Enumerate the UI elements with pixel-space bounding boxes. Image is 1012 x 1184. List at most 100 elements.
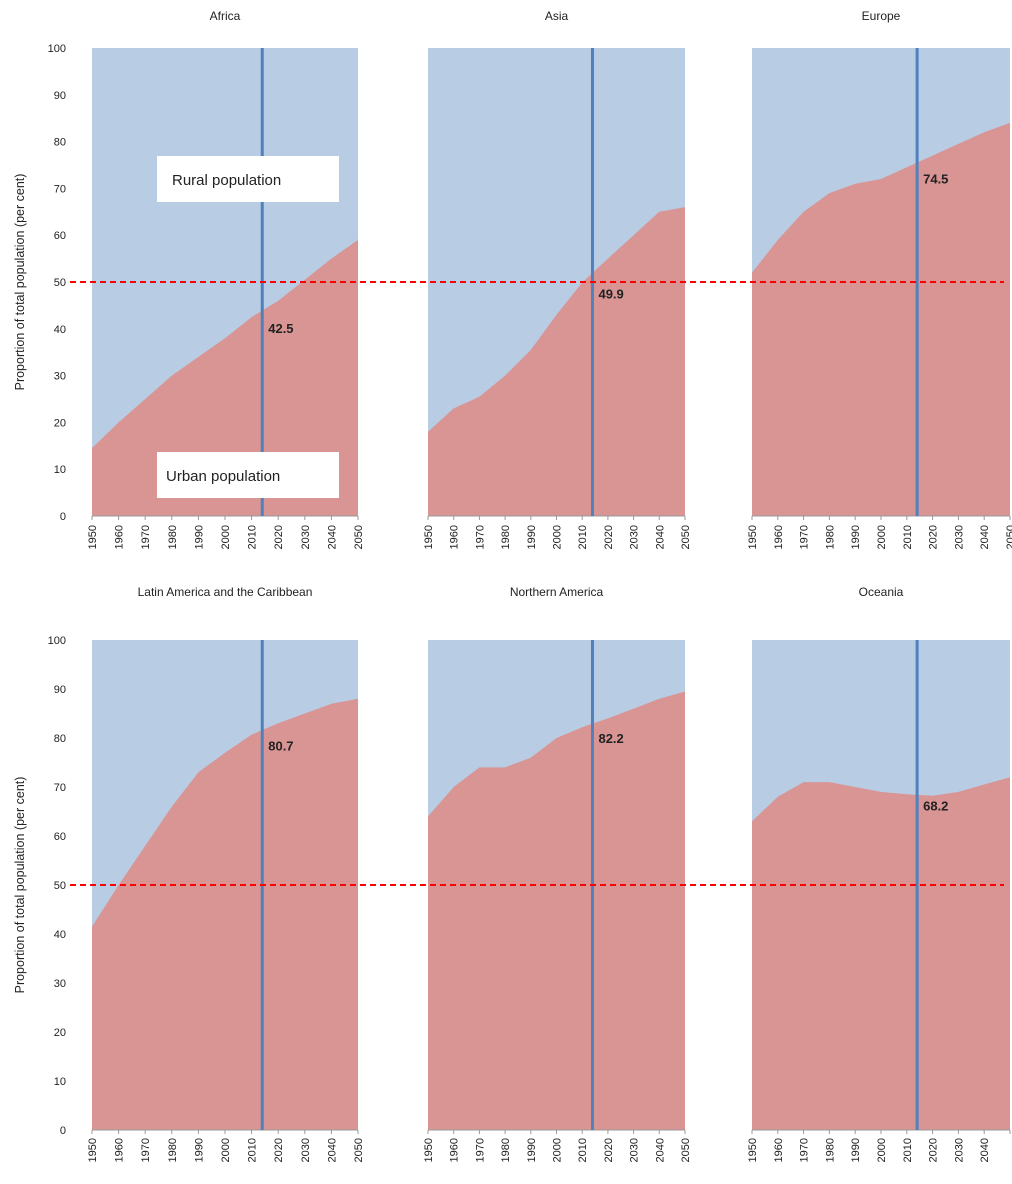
marker-value-label: 74.5	[923, 171, 948, 186]
x-tick-label: 2000	[876, 1138, 888, 1162]
x-tick-label: 2020	[928, 525, 940, 549]
x-tick-label: 1980	[824, 525, 836, 549]
y-axis-label: Proportion of total population (per cent…	[13, 777, 27, 994]
panel-oceania: 1950 1960 1970 1980 1990 2000 2010 2020 2030 2040…	[747, 585, 1011, 1162]
urban-area	[92, 239, 358, 516]
x-tick-label: 1970	[799, 1138, 811, 1162]
urban-area	[752, 777, 1010, 1130]
x-tick-label: 2030	[300, 525, 312, 549]
x-tick-label: 1960	[449, 1138, 461, 1162]
x-tick-label: 1970	[474, 525, 486, 549]
panel-title: Latin America and the Caribbean	[138, 585, 313, 599]
x-tick-label: 2010	[577, 525, 589, 549]
rural-label: Rural population	[172, 172, 281, 189]
x-tick-label: 1970	[140, 525, 152, 549]
marker-value-label: 68.2	[923, 798, 948, 813]
x-tick-label: 2030	[953, 525, 965, 549]
x-tick-label: 2000	[220, 525, 232, 549]
urban-area	[92, 698, 358, 1130]
y-tick-label: 50	[54, 277, 66, 289]
x-tick-label: 2040	[979, 525, 991, 549]
x-tick-label: 1970	[474, 1138, 486, 1162]
y-tick-label: 100	[48, 635, 66, 647]
y-tick-label: 60	[54, 831, 66, 843]
y-tick-label: 90	[54, 684, 66, 696]
x-tick-label: 2040	[654, 525, 666, 549]
x-tick-label: 1980	[167, 1138, 179, 1162]
y-tick-label: 30	[54, 978, 66, 990]
x-tick-label: 1950	[747, 1138, 759, 1162]
x-tick-label: 1950	[423, 1138, 435, 1162]
y-tick-label: 90	[54, 90, 66, 102]
x-tick-label: 2050	[680, 525, 692, 549]
urban-area	[428, 691, 685, 1130]
x-tick-label: 1950	[423, 525, 435, 549]
marker-value-label: 42.5	[268, 321, 293, 336]
y-tick-label: 70	[54, 782, 66, 794]
x-tick-label: 1990	[193, 1138, 205, 1162]
x-tick-label: 2050	[353, 1138, 365, 1162]
panel-northern-america: 1950 1960 1970 1980 1990 2000 2010 2020 2030 2040…	[423, 585, 692, 1162]
x-tick-label: 2010	[902, 1138, 914, 1162]
x-tick-label: 2030	[629, 1138, 641, 1162]
x-tick-label: 2020	[928, 1138, 940, 1162]
urban-area	[752, 122, 1010, 517]
y-tick-label: 10	[54, 464, 66, 476]
x-tick-label: 1980	[167, 525, 179, 549]
x-tick-label: 2020	[603, 1138, 615, 1162]
x-tick-label: 1990	[526, 525, 538, 549]
x-tick-label: 2050	[1005, 525, 1012, 549]
x-tick-label: 2030	[629, 525, 641, 549]
y-tick-label: 100	[48, 43, 66, 55]
x-tick-label: 2000	[876, 525, 888, 549]
panel-title: Northern America	[510, 585, 604, 599]
urban-label-box: Urban population	[157, 452, 339, 498]
y-tick-label: 50	[54, 880, 66, 892]
y-tick-label: 40	[54, 324, 66, 336]
rural-label-box: Rural population	[157, 156, 339, 202]
x-tick-label: 2020	[273, 525, 285, 549]
x-tick-label: 1970	[799, 525, 811, 549]
x-tick-label: 2020	[603, 525, 615, 549]
x-tick-label: 1990	[193, 525, 205, 549]
y-tick-label: 0	[60, 511, 66, 523]
x-tick-label: 1960	[114, 525, 126, 549]
y-axis-label: Proportion of total population (per cent…	[13, 174, 27, 391]
x-tick-label: 2010	[577, 1138, 589, 1162]
urban-area	[428, 207, 685, 516]
x-tick-label: 2030	[300, 1138, 312, 1162]
x-tick-label: 2030	[953, 1138, 965, 1162]
y-tick-label: 20	[54, 1027, 66, 1039]
marker-value-label: 82.2	[598, 731, 623, 746]
panel-title: Asia	[545, 9, 569, 23]
x-tick-label: 2000	[220, 1138, 232, 1162]
x-tick-label: 2050	[353, 525, 365, 549]
x-tick-label: 1980	[824, 1138, 836, 1162]
y-tick-label: 10	[54, 1076, 66, 1088]
panel-europe: 1950 1960 1970 1980 1990 2000 2010 2020 2030 2040…	[747, 9, 1012, 549]
y-tick-label: 80	[54, 137, 66, 149]
x-tick-label: 1960	[449, 525, 461, 549]
panel-title: Europe	[862, 9, 901, 23]
x-tick-label: 1990	[526, 1138, 538, 1162]
x-tick-label: 1950	[87, 1138, 99, 1162]
x-tick-label: 1960	[773, 1138, 785, 1162]
x-tick-label: 1970	[140, 1138, 152, 1162]
marker-value-label: 49.9	[598, 286, 623, 301]
x-tick-label: 2040	[326, 525, 338, 549]
x-tick-label: 1960	[773, 525, 785, 549]
x-tick-label: 1950	[87, 525, 99, 549]
panel-asia: 1950 1960 1970 1980 1990 2000 2010 2020 2030 2040…	[423, 9, 692, 549]
x-tick-label: 1980	[500, 1138, 512, 1162]
x-tick-label: 1990	[850, 1138, 862, 1162]
y-tick-label: 30	[54, 371, 66, 383]
panel-title: Africa	[210, 9, 241, 23]
x-tick-label: 2040	[654, 1138, 666, 1162]
y-tick-label: 70	[54, 183, 66, 195]
y-tick-label: 0	[60, 1125, 66, 1137]
x-tick-label: 2000	[552, 525, 564, 549]
x-tick-label: 2050	[680, 1138, 692, 1162]
y-tick-label: 20	[54, 417, 66, 429]
x-tick-label: 2040	[979, 1138, 991, 1162]
